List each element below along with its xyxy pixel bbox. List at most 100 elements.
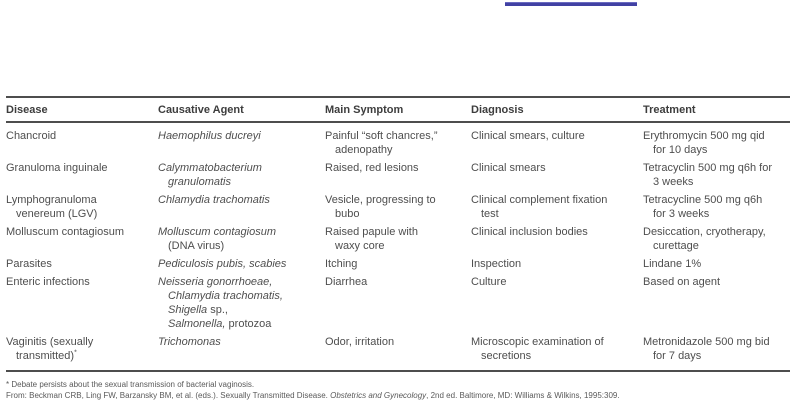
- table-row: Molluscum contagiosum Molluscum contagios…: [6, 224, 790, 256]
- cell-treatment: Tetracyclin 500 mg q6h for 3 weeks: [643, 160, 790, 192]
- text-run: adenopathy: [335, 144, 393, 156]
- text-run: Vaginitis (sexually: [6, 336, 94, 348]
- text-run: Lymphogranuloma: [6, 194, 97, 206]
- cell-treatment: Based on agent: [643, 274, 790, 334]
- text-run: *: [74, 349, 77, 357]
- text-run: Inspection: [471, 258, 522, 270]
- cell-treatment: Erythromycin 500 mg qid for 10 days: [643, 122, 790, 160]
- text-run: Tetracyclin 500 mg q6h for: [643, 162, 773, 174]
- text-run: Tetracycline 500 mg q6h: [643, 194, 763, 206]
- cell-line: Desiccation, cryotherapy,: [643, 225, 780, 239]
- cell-main-symptom: Itching: [325, 256, 471, 274]
- cell-causative-agent: Neisseria gonorrhoeae, Chlamydia trachoma…: [158, 274, 325, 334]
- std-table-section: Disease Causative Agent Main Symptom Dia…: [6, 96, 790, 401]
- text-run: secretions: [481, 350, 532, 362]
- column-header-main-symptom: Main Symptom: [325, 97, 471, 123]
- cell-line: for 10 days: [643, 143, 780, 157]
- cell-line: granulomatis: [158, 175, 315, 189]
- cell-causative-agent: Pediculosis pubis, scabies: [158, 256, 325, 274]
- cell-line: Haemophilus ducreyi: [158, 129, 315, 143]
- cell-disease: Vaginitis (sexually transmitted)*: [6, 334, 158, 371]
- cell-line: Trichomonas: [158, 335, 315, 349]
- cell-line: Salmonella, protozoa: [158, 317, 315, 331]
- text-run: Obstetrics and Gynecology: [330, 391, 427, 400]
- column-header-diagnosis: Diagnosis: [471, 97, 643, 123]
- text-run: From: Beckman CRB, Ling FW, Barzansky BM…: [6, 391, 331, 400]
- cell-treatment: Metronidazole 500 mg bid for 7 days: [643, 334, 790, 371]
- text-run: Clinical smears, culture: [471, 130, 585, 142]
- cell-line: Inspection: [471, 257, 633, 271]
- text-run: protozoa: [225, 318, 272, 330]
- cell-diagnosis: Culture: [471, 274, 643, 334]
- footnote-asterisk: * Debate persists about the sexual trans…: [6, 379, 790, 390]
- text-run: Culture: [471, 276, 507, 288]
- cell-line: Tetracycline 500 mg q6h: [643, 193, 780, 207]
- cell-line: Diarrhea: [325, 275, 461, 289]
- text-run: transmitted): [16, 350, 75, 362]
- text-run: Haemophilus ducreyi: [158, 130, 261, 142]
- column-header-treatment: Treatment: [643, 97, 790, 123]
- cell-main-symptom: Raised papule with waxy core: [325, 224, 471, 256]
- cell-line: waxy core: [325, 239, 461, 253]
- text-run: Chlamydia trachomatis,: [168, 290, 283, 302]
- cell-line: Enteric infections: [6, 275, 148, 289]
- cell-line: Neisseria gonorrhoeae,: [158, 275, 315, 289]
- text-run: Enteric infections: [6, 276, 90, 288]
- cell-line: Lymphogranuloma: [6, 193, 148, 207]
- cell-line: Raised, red lesions: [325, 161, 461, 175]
- text-run: Odor, irritation: [325, 336, 395, 348]
- text-run: Calymmatobacterium: [158, 162, 262, 174]
- text-run: Microscopic examination of: [471, 336, 604, 348]
- cell-line: Molluscum contagiosum: [158, 225, 315, 239]
- table-row: Vaginitis (sexually transmitted)* Trichomo…: [6, 334, 790, 371]
- text-run: Trichomonas: [158, 336, 221, 348]
- cell-line: Molluscum contagiosum: [6, 225, 148, 239]
- cell-causative-agent: Calymmatobacterium granulomatis: [158, 160, 325, 192]
- cell-treatment: Tetracycline 500 mg q6h for 3 weeks: [643, 192, 790, 224]
- text-run: for 7 days: [653, 350, 702, 362]
- cell-line: for 7 days: [643, 349, 780, 363]
- cell-line: curettage: [643, 239, 780, 253]
- cell-line: Culture: [471, 275, 633, 289]
- text-run: Erythromycin 500 mg qid: [643, 130, 765, 142]
- text-run: 3 weeks: [653, 176, 694, 188]
- cell-main-symptom: Odor, irritation: [325, 334, 471, 371]
- table-row: Lymphogranuloma venereum (LGV) Chlamydia t…: [6, 192, 790, 224]
- cell-line: Vesicle, progressing to: [325, 193, 461, 207]
- cell-line: Based on agent: [643, 275, 780, 289]
- footnotes: * Debate persists about the sexual trans…: [6, 379, 790, 401]
- cell-line: Odor, irritation: [325, 335, 461, 349]
- cell-treatment: Lindane 1%: [643, 256, 790, 274]
- cell-treatment: Desiccation, cryotherapy, curettage: [643, 224, 790, 256]
- cell-line: Clinical smears, culture: [471, 129, 633, 143]
- cell-line: bubo: [325, 207, 461, 221]
- cell-line: secretions: [471, 349, 633, 363]
- cell-disease: Chancroid: [6, 122, 158, 160]
- cell-line: Microscopic examination of: [471, 335, 633, 349]
- cell-line: Chlamydia trachomatis: [158, 193, 315, 207]
- cell-line: Clinical inclusion bodies: [471, 225, 633, 239]
- text-run: Clinical smears: [471, 162, 546, 174]
- text-run: (DNA virus): [168, 240, 225, 252]
- cell-disease: Granuloma inguinale: [6, 160, 158, 192]
- cell-line: test: [471, 207, 633, 221]
- link-underline-rule: [505, 2, 637, 6]
- cell-line: for 3 weeks: [643, 207, 780, 221]
- cell-line: Chancroid: [6, 129, 148, 143]
- cell-diagnosis: Clinical inclusion bodies: [471, 224, 643, 256]
- cell-line: Lindane 1%: [643, 257, 780, 271]
- text-run: * Debate persists about the sexual trans…: [6, 380, 255, 389]
- cell-line: venereum (LGV): [6, 207, 148, 221]
- cell-line: adenopathy: [325, 143, 461, 157]
- text-run: Metronidazole 500 mg bid: [643, 336, 770, 348]
- text-run: waxy core: [335, 240, 385, 252]
- header-row: Disease Causative Agent Main Symptom Dia…: [6, 97, 790, 123]
- text-run: test: [481, 208, 499, 220]
- cell-causative-agent: Trichomonas: [158, 334, 325, 371]
- cell-main-symptom: Diarrhea: [325, 274, 471, 334]
- table-row: Enteric infections Neisseria gonorrhoeae,…: [6, 274, 790, 334]
- table-row: Granuloma inguinale Calymmatobacterium gra…: [6, 160, 790, 192]
- text-run: Lindane 1%: [643, 258, 702, 270]
- text-run: Chlamydia trachomatis: [158, 194, 270, 206]
